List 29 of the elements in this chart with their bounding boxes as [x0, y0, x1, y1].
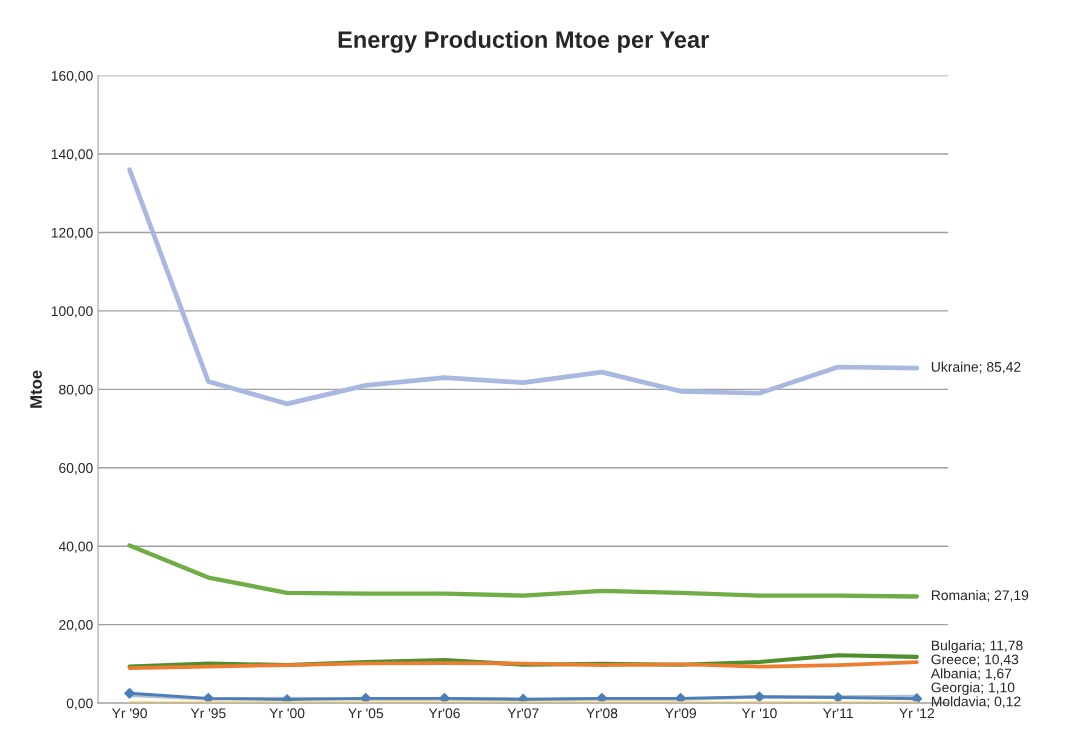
y-tick-label: 140,00 — [51, 149, 93, 161]
y-tick-label: 120,00 — [51, 227, 93, 240]
x-tick-label: Yr '05 — [348, 708, 384, 719]
x-tick-label: Yr '10 — [741, 708, 777, 719]
y-tick-label: 100,00 — [51, 306, 93, 318]
y-tick-label: 40,00 — [58, 541, 93, 554]
text: Albania; 1,67 — [930, 668, 1012, 680]
x-tick-label: Yr'11 — [822, 708, 853, 719]
y-tick-label: 160,00 — [51, 70, 93, 83]
x-tick-label: Yr'06 — [428, 708, 460, 719]
text: Romania; 27,19 — [931, 589, 1029, 602]
text: Ukraine; 85,42 — [931, 361, 1021, 374]
x-tick-label: Yr '90 — [111, 708, 147, 719]
text: Bulgaria; 11,78 — [931, 640, 1023, 654]
y-tick-label: 60,00 — [59, 463, 93, 475]
text: Moldavia; 0,12 — [931, 696, 1021, 708]
x-tick-label: Yr '95 — [190, 708, 226, 719]
text: Georgia; 1,10 — [931, 682, 1015, 696]
chart-title: Energy Production Mtoe per Year — [338, 30, 709, 53]
x-tick-label: Yr'07 — [507, 708, 539, 719]
text: Greece; 10,43 — [931, 654, 1019, 666]
x-tick-label: Yr '12 — [899, 708, 935, 719]
x-tick-label: Yr'09 — [664, 708, 696, 719]
x-tick-label: Yr'08 — [586, 708, 618, 719]
y-tick-label: 0,00 — [66, 698, 93, 710]
y-tick-label: 20,00 — [59, 619, 93, 632]
y-tick-label: 80,00 — [59, 384, 93, 397]
x-tick-label: Yr '00 — [269, 708, 305, 719]
y-axis-title: Mtoe — [30, 370, 42, 408]
